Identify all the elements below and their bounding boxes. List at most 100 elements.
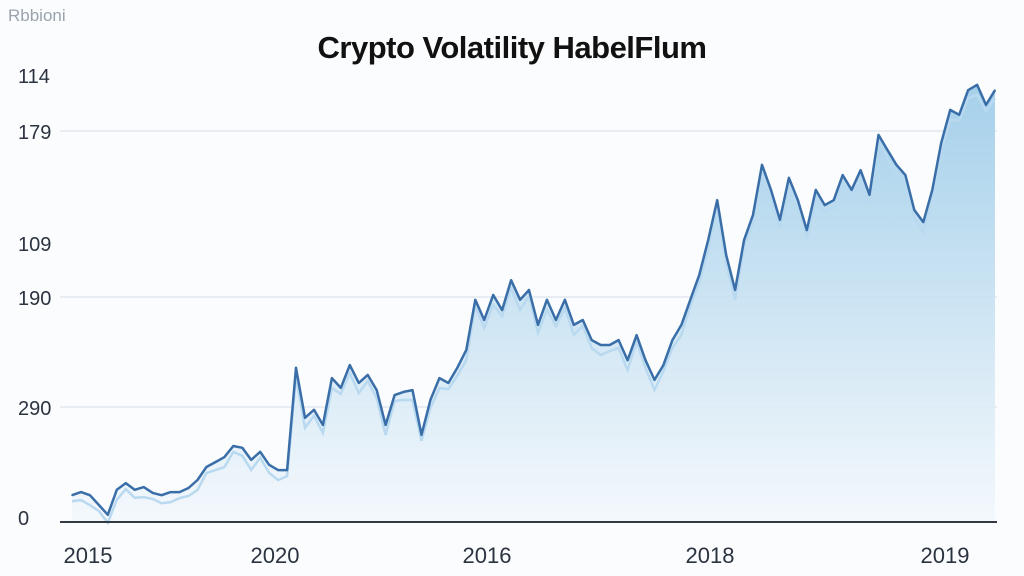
data-point: [877, 134, 880, 136]
data-point: [985, 104, 987, 106]
data-point: [958, 113, 960, 116]
data-point: [994, 89, 996, 91]
data-point: [187, 487, 190, 489]
data-point: [169, 491, 172, 493]
data-point: [537, 324, 539, 326]
data-point: [447, 382, 450, 384]
data-point: [375, 389, 378, 391]
data-point: [393, 394, 396, 396]
chart-title: Crypto Volatility HabelFlum: [0, 30, 1024, 66]
data-point: [465, 349, 468, 351]
data-point: [411, 389, 414, 391]
data-point: [483, 319, 486, 321]
data-point: [456, 366, 459, 369]
data-point: [429, 399, 432, 401]
data-point: [940, 142, 943, 144]
data-point: [967, 89, 969, 91]
data-point: [976, 84, 978, 86]
data-point: [653, 379, 656, 381]
data-point: [474, 299, 477, 301]
data-point: [806, 229, 808, 231]
data-point: [384, 424, 387, 426]
data-point: [823, 204, 826, 206]
secondary-line: [71, 93, 997, 526]
data-point: [107, 514, 109, 516]
data-point: [348, 364, 351, 366]
x-tick-label: 2020: [251, 543, 300, 568]
data-point: [178, 491, 181, 493]
data-point: [492, 294, 494, 296]
data-point: [420, 434, 423, 436]
data-point: [133, 489, 136, 491]
data-point: [322, 424, 324, 426]
data-point: [366, 374, 369, 376]
data-point: [832, 199, 835, 201]
data-point: [286, 469, 288, 471]
y-tick-label: 179: [18, 122, 51, 144]
y-tick-label: 190: [18, 288, 51, 310]
data-point: [859, 169, 862, 172]
data-point: [886, 149, 889, 151]
data-point: [725, 254, 727, 256]
data-point: [80, 491, 82, 493]
data-point: [340, 387, 342, 389]
data-point: [528, 289, 530, 291]
x-tick-label: 2018: [686, 543, 735, 568]
data-point: [644, 359, 647, 361]
data-point: [116, 489, 118, 491]
data-point: [949, 109, 951, 111]
x-tick-label: 2019: [921, 543, 970, 568]
data-point: [671, 339, 674, 341]
data-point: [313, 409, 315, 411]
data-point: [250, 459, 253, 461]
y-tick-label: 290: [18, 398, 51, 420]
data-point: [761, 164, 763, 166]
data-point: [617, 339, 620, 341]
data-point: [402, 391, 405, 393]
data-point: [680, 324, 683, 326]
data-point: [635, 334, 638, 336]
data-point: [770, 189, 772, 191]
data-point: [241, 446, 244, 449]
data-point: [743, 239, 745, 241]
data-point: [599, 344, 602, 346]
data-point: [895, 164, 898, 166]
data-point: [331, 377, 333, 379]
chart-title-text: Crypto Volatility HabelFlum: [317, 30, 707, 65]
data-point: [814, 189, 817, 191]
data-point: [205, 466, 208, 468]
data-point: [223, 456, 226, 458]
data-point: [922, 221, 925, 223]
data-point: [519, 299, 521, 301]
data-point: [689, 299, 692, 301]
x-tick-label: 2016: [463, 543, 512, 568]
data-point: [555, 319, 557, 321]
data-point: [868, 193, 871, 196]
data-point: [913, 209, 916, 211]
data-point: [142, 486, 145, 488]
data-point: [626, 359, 629, 361]
data-point: [357, 382, 360, 384]
data-point: [581, 319, 584, 321]
data-point: [850, 189, 853, 191]
corner-label: Rbbioni: [8, 6, 66, 25]
data-point: [71, 494, 73, 496]
data-point: [89, 494, 91, 496]
data-point: [124, 482, 127, 484]
data-point: [662, 364, 665, 366]
data-point: [707, 239, 710, 241]
series-line: [71, 83, 997, 517]
data-point: [295, 366, 297, 369]
data-point: [151, 492, 154, 494]
data-point: [277, 469, 279, 471]
y-tick-label: 0: [18, 508, 29, 530]
data-point: [931, 189, 934, 191]
data-point: [438, 377, 441, 379]
y-tick-label: 109: [18, 234, 51, 256]
data-point: [797, 199, 799, 201]
data-point: [841, 174, 844, 176]
data-point: [904, 174, 907, 176]
data-point: [160, 494, 163, 496]
data-point: [214, 461, 217, 463]
